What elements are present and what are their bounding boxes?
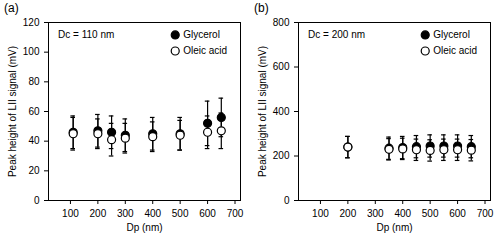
- svg-text:100: 100: [312, 208, 329, 219]
- svg-text:Oleic acid: Oleic acid: [183, 45, 227, 56]
- svg-text:600: 600: [449, 208, 466, 219]
- svg-text:Dp (nm): Dp (nm): [376, 222, 412, 233]
- svg-text:60: 60: [28, 106, 40, 117]
- svg-text:300: 300: [367, 208, 384, 219]
- svg-text:200: 200: [90, 208, 107, 219]
- html-text:(b): (b): [254, 1, 269, 15]
- svg-text:Dc = 110 nm: Dc = 110 nm: [58, 29, 114, 40]
- svg-text:400: 400: [273, 106, 290, 117]
- svg-text:300: 300: [117, 208, 134, 219]
- svg-text:0: 0: [284, 195, 290, 206]
- svg-text:80: 80: [28, 76, 40, 87]
- svg-text:400: 400: [144, 208, 161, 219]
- svg-text:500: 500: [422, 208, 439, 219]
- svg-text:700: 700: [227, 208, 244, 219]
- svg-text:Oleic acid: Oleic acid: [433, 45, 477, 56]
- svg-text:500: 500: [172, 208, 189, 219]
- svg-text:Glycerol: Glycerol: [433, 29, 470, 40]
- svg-text:0: 0: [34, 195, 40, 206]
- svg-text:200: 200: [273, 150, 290, 161]
- svg-text:120: 120: [23, 17, 40, 28]
- svg-text:Glycerol: Glycerol: [183, 29, 220, 40]
- svg-text:Dc = 200 nm: Dc = 200 nm: [308, 29, 365, 40]
- html-text:(a): (a): [4, 1, 19, 15]
- svg-text:600: 600: [273, 61, 290, 72]
- svg-text:100: 100: [23, 46, 40, 57]
- svg-text:40: 40: [28, 135, 40, 146]
- svg-text:100: 100: [62, 208, 79, 219]
- svg-text:800: 800: [273, 17, 290, 28]
- svg-text:Peak height of LII signal (mV): Peak height of LII signal (mV): [7, 46, 18, 177]
- svg-text:600: 600: [199, 208, 216, 219]
- svg-text:20: 20: [28, 165, 40, 176]
- svg-text:400: 400: [394, 208, 411, 219]
- svg-text:200: 200: [340, 208, 357, 219]
- svg-text:Dp (nm): Dp (nm): [126, 222, 162, 233]
- svg-text:Peak height of LII signal (mV): Peak height of LII signal (mV): [257, 46, 268, 177]
- svg-text:700: 700: [477, 208, 494, 219]
